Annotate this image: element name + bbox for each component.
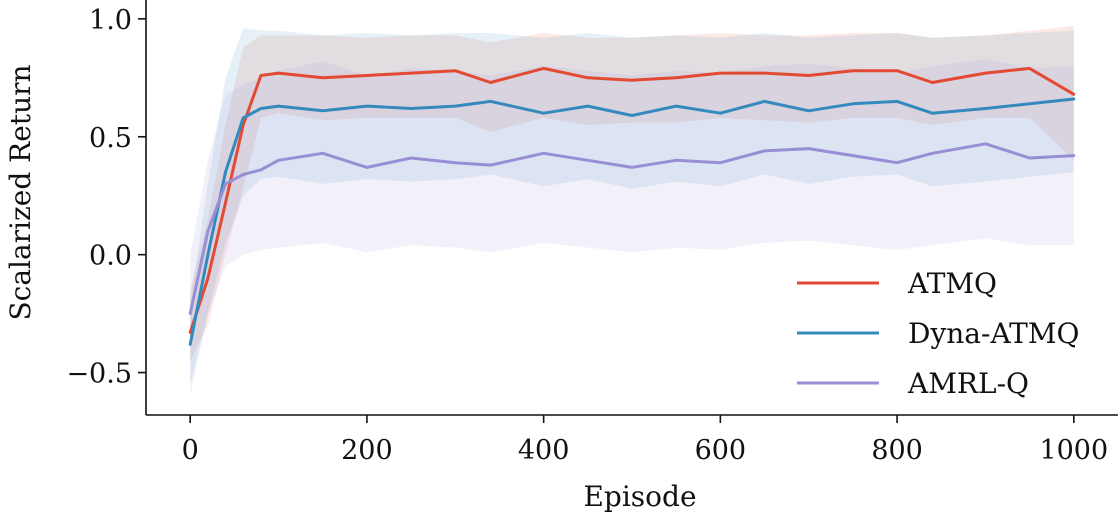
- y-tick-label: −0.5: [66, 359, 132, 390]
- axes: [145, 0, 1118, 416]
- legend-label-atmq: ATMQ: [907, 267, 997, 300]
- y-tick-label: 0.5: [89, 123, 132, 154]
- x-tick-label: 800: [871, 435, 923, 466]
- line-amrl-q: [188, 142, 1076, 316]
- y-tick-label: 0.0: [89, 241, 132, 272]
- y-tick-label: 1.0: [89, 5, 132, 36]
- line-atmq: [188, 66, 1076, 334]
- legend-label-amrl-q: AMRL-Q: [907, 367, 1029, 400]
- x-axis-label: Episode: [583, 480, 696, 513]
- line-dyna-atmq: [188, 97, 1076, 346]
- band-dyna-atmq: [190, 28, 1074, 385]
- series-lines: [188, 66, 1076, 346]
- legend-label-dyna-atmq: Dyna-ATMQ: [908, 317, 1079, 350]
- x-ticks: 0 200 400 600 800 1000: [182, 415, 1108, 466]
- y-axis-label: Scalarized Return: [4, 64, 37, 320]
- x-tick-label: 400: [518, 435, 570, 466]
- x-tick-label: 1000: [1039, 435, 1108, 466]
- y-ticks: −0.5 0.0 0.5 1.0: [66, 5, 146, 390]
- band-amrl-q: [190, 58, 1074, 397]
- x-tick-label: 0: [182, 435, 199, 466]
- x-tick-label: 200: [341, 435, 393, 466]
- x-tick-label: 600: [695, 435, 747, 466]
- legend: ATMQ Dyna-ATMQ AMRL-Q: [797, 267, 1079, 400]
